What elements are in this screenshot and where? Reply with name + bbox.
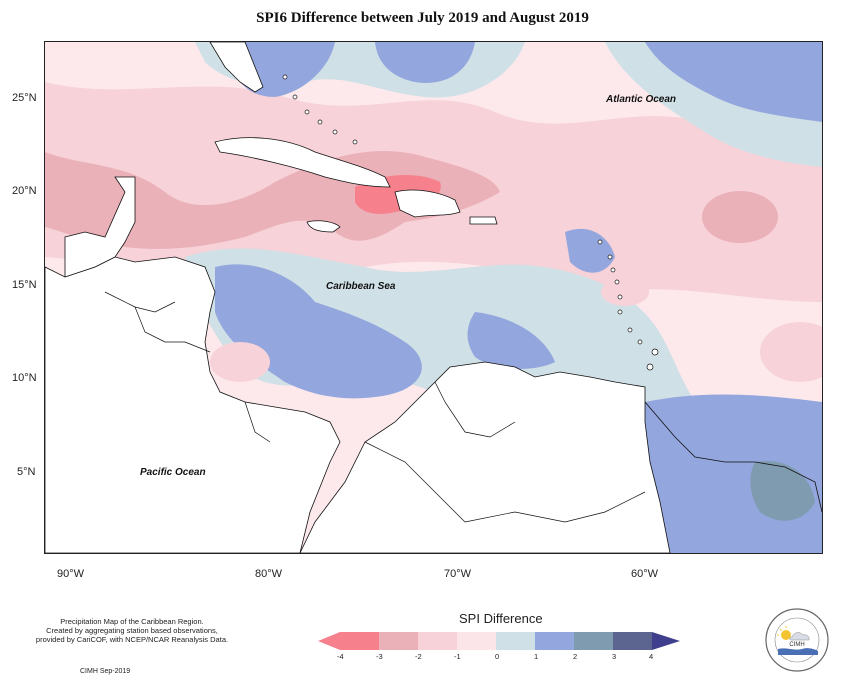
- legend-tick-2: 2: [573, 652, 578, 661]
- legend-swatch-7: [574, 632, 613, 650]
- guyana-suriname-outline: [644, 401, 822, 513]
- lon-tick-90w: 90°W: [57, 568, 85, 580]
- cuba-land: [214, 137, 391, 188]
- pink-spot-3: [210, 342, 270, 382]
- atlantic-ocean-label: Atlantic Ocean: [606, 94, 677, 105]
- spi-map-svg: [45, 42, 822, 553]
- south-america-land: [299, 361, 671, 553]
- legend-tick-3: 3: [612, 652, 617, 661]
- legend-tick-neg2: -2: [415, 652, 422, 661]
- legend-swatch-9: [652, 632, 680, 650]
- legend-tick-neg4: -4: [337, 652, 344, 661]
- lesser-antilles: [597, 239, 659, 371]
- lat-tick-5n: 5°N: [17, 466, 36, 478]
- legend-tick-neg1: -1: [454, 652, 461, 661]
- caribbean-sea-label: Caribbean Sea: [326, 281, 396, 292]
- blue-bahamas: [375, 42, 475, 83]
- dark-pink-atlantic: [702, 191, 778, 243]
- lat-tick-10n: 10°N: [12, 372, 37, 384]
- florida-land: [209, 42, 264, 93]
- central-america-land: [45, 256, 341, 553]
- cimh-logo-icon: CIMH: [765, 608, 829, 672]
- pink-spot-2: [760, 322, 822, 382]
- credits-footer: CIMH Sep-2019: [80, 668, 131, 675]
- legend-tick-neg3: -3: [376, 652, 383, 661]
- legend-swatch-8: [613, 632, 652, 650]
- pacific-ocean-label: Pacific Ocean: [140, 467, 206, 478]
- credits-block: Precipitation Map of the Caribbean Regio…: [12, 617, 252, 644]
- logo-text: CIMH: [789, 642, 804, 648]
- legend-tick-0: 0: [495, 652, 500, 661]
- credits-line-3: provided by CariCOF, with NCEP/NCAR Rean…: [35, 635, 229, 644]
- dark-pink-zone: [45, 151, 500, 249]
- lon-tick-60w: 60°W: [631, 568, 659, 580]
- legend-swatch-5: [496, 632, 535, 650]
- puerto-rico-land: [469, 216, 498, 225]
- legend-swatch-4: [457, 632, 496, 650]
- yucatan-land: [64, 176, 136, 278]
- legend-tick-1: 1: [534, 652, 539, 661]
- legend-tick-4: 4: [649, 652, 654, 661]
- bahamas-islands: [282, 74, 358, 145]
- lon-tick-70w: 70°W: [444, 568, 472, 580]
- legend-swatch-6: [535, 632, 574, 650]
- pink-spot-1: [601, 278, 649, 306]
- blue-antilles: [565, 228, 615, 273]
- map-area[interactable]: [44, 41, 823, 554]
- country-borders: [104, 291, 646, 523]
- blue-caribbean-east: [467, 312, 555, 369]
- jamaica-land: [306, 220, 341, 233]
- map-title: SPI6 Difference between July 2019 and Au…: [256, 10, 589, 26]
- legend-swatch-1: [340, 632, 379, 650]
- credits-line-2: Created by aggregating station based obs…: [46, 626, 218, 635]
- lat-tick-25n: 25°N: [12, 92, 37, 104]
- credits-line-1: Precipitation Map of the Caribbean Regio…: [60, 617, 204, 626]
- legend-swatch-0: [318, 632, 340, 650]
- blue-ne: [645, 42, 822, 122]
- legend-colorbar: [318, 632, 680, 650]
- hispaniola-land: [394, 189, 461, 218]
- legend-title: SPI Difference: [459, 611, 543, 626]
- lon-tick-80w: 80°W: [255, 568, 283, 580]
- legend-swatch-2: [379, 632, 418, 650]
- legend-swatch-3: [418, 632, 457, 650]
- lat-tick-20n: 20°N: [12, 185, 37, 197]
- slate-zone: [750, 461, 815, 521]
- lat-tick-15n: 15°N: [12, 279, 37, 291]
